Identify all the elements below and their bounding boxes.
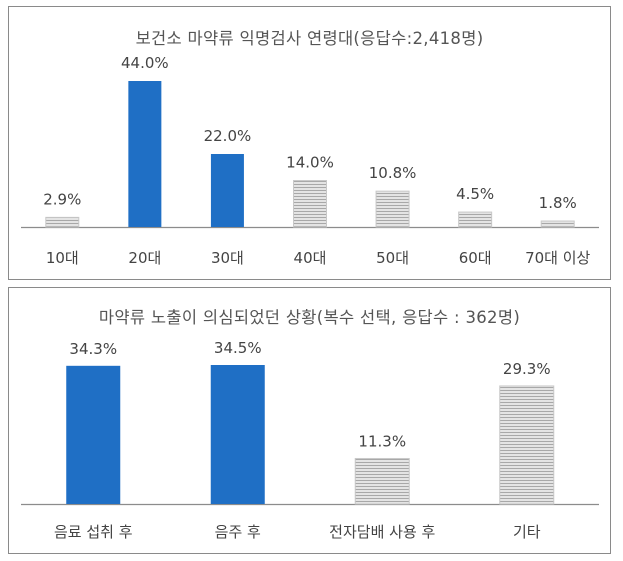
category-label-2: 20대 <box>128 249 161 267</box>
category-label-1: 음료 섭취 후 <box>54 523 133 541</box>
bar-2 <box>210 365 265 504</box>
bar-1 <box>66 365 121 504</box>
value-label-7: 1.8% <box>539 194 577 212</box>
bar-4 <box>499 385 555 505</box>
category-label-3: 전자담배 사용 후 <box>329 523 435 541</box>
bar-4 <box>293 180 327 228</box>
category-label-6: 60대 <box>459 249 492 267</box>
exposure-chart-svg: 34.3% 음료 섭취 후 34.5% 음주 후 11.3% 전자담배 사용 후 29.3%… <box>21 339 599 541</box>
category-label-4: 기타 <box>513 523 541 541</box>
bar-2 <box>128 81 162 227</box>
value-label-1: 2.9% <box>43 190 81 208</box>
bar-3 <box>210 154 244 227</box>
bar-7 <box>540 220 575 228</box>
bar-5 <box>375 190 410 228</box>
age-chart-svg: 2.9% 10대 44.0% 20대 22.0% 30대 14.0% 40대 10.8% 50대 4… <box>21 54 599 267</box>
value-label-3: 22.0% <box>204 127 252 145</box>
value-label-5: 10.8% <box>369 164 417 182</box>
exposure-chart-title: 마약류 노출이 의심되었던 상황(복수 선택, 응답수 : 362명) <box>98 308 521 327</box>
bar-1 <box>45 216 80 228</box>
category-label-2: 음주 후 <box>215 523 261 541</box>
age-chart-title: 보건소 마약류 익명검사 연령대(응답수:2,418명) <box>135 29 484 48</box>
bar-6 <box>458 211 493 228</box>
value-label-4: 14.0% <box>286 154 334 172</box>
value-label-3: 11.3% <box>358 432 406 450</box>
value-label-4: 29.3% <box>503 360 551 378</box>
exposure-chart-panel: 마약류 노출이 의심되었던 상황(복수 선택, 응답수 : 362명) 34.3… <box>8 287 611 554</box>
value-label-2: 34.5% <box>214 339 262 357</box>
category-label-3: 30대 <box>211 249 244 267</box>
value-label-2: 44.0% <box>121 54 169 72</box>
category-label-7: 70대 이상 <box>525 249 590 267</box>
category-label-1: 10대 <box>46 249 79 267</box>
value-label-1: 34.3% <box>69 340 117 358</box>
bar-3 <box>354 457 410 505</box>
category-label-4: 40대 <box>294 249 327 267</box>
value-label-6: 4.5% <box>456 185 494 203</box>
age-chart-panel: 보건소 마약류 익명검사 연령대(응답수:2,418명) 2.9% 10대 44.0… <box>8 6 611 280</box>
category-label-5: 50대 <box>376 249 409 267</box>
